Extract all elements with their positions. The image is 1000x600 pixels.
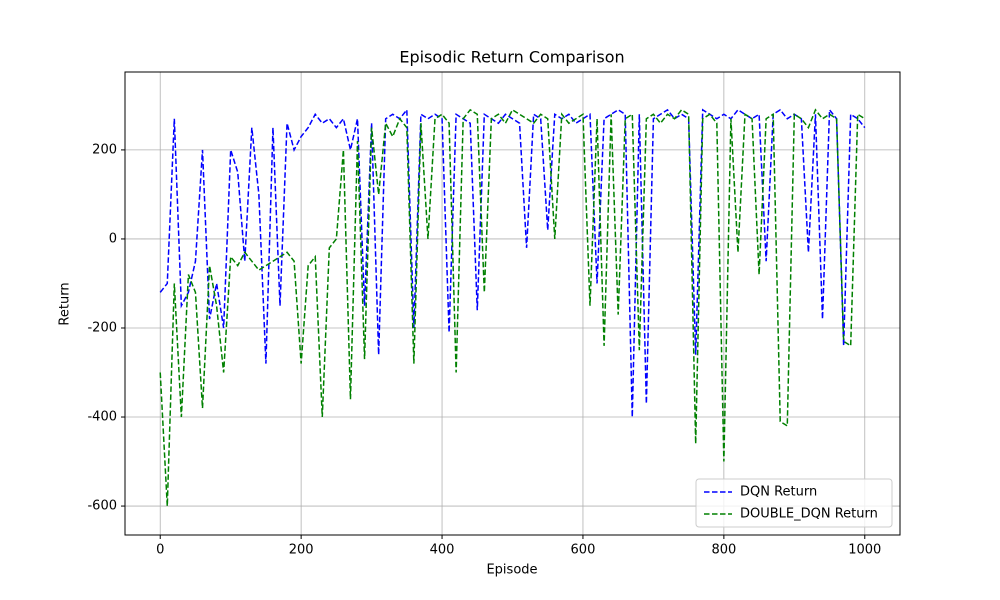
y-axis-label: Return: [58, 282, 73, 325]
x-tick-label: 1000: [848, 543, 881, 558]
x-tick-label: 0: [156, 543, 164, 558]
legend-box: [695, 478, 893, 528]
y-tick-label: 0: [109, 231, 117, 246]
y-tick-label: -400: [87, 410, 117, 425]
y-tick-label: 200: [92, 142, 117, 157]
x-tick-label: 600: [571, 543, 596, 558]
y-tick-label: -600: [87, 499, 117, 514]
legend-label: DOUBLE_DQN Return: [740, 507, 878, 522]
x-tick-label: 800: [711, 543, 736, 558]
y-tick-label: -200: [87, 320, 117, 335]
plot-frame: [124, 71, 901, 536]
x-tick-label: 400: [430, 543, 455, 558]
chart-title: Episodic Return Comparison: [399, 48, 624, 67]
series-line: [159, 108, 866, 507]
legend-label: DQN Return: [740, 485, 817, 500]
x-tick-label: 200: [289, 543, 314, 558]
x-axis-label: Episode: [486, 563, 537, 578]
